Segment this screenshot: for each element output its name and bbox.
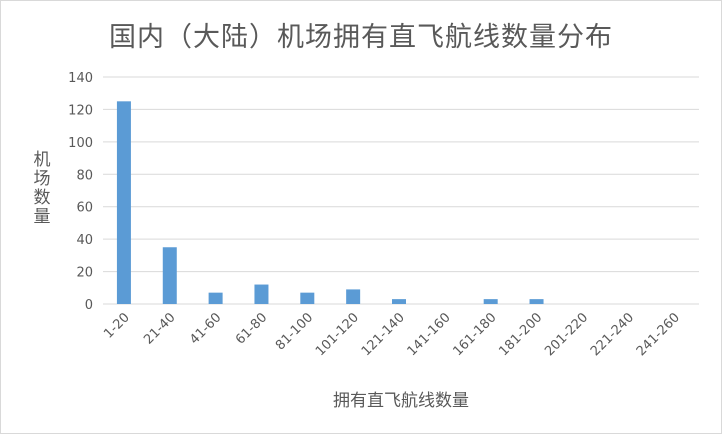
y-tick-label: 100 <box>68 136 93 151</box>
y-tick-label: 120 <box>68 103 93 118</box>
bar <box>254 284 269 304</box>
bar <box>162 247 177 304</box>
x-tick-label: 21-40 <box>141 310 178 347</box>
x-tick-label: 201-220 <box>542 310 591 359</box>
x-tick-label: 81-100 <box>273 310 316 353</box>
x-tick-label: 41-60 <box>187 310 224 347</box>
x-tick-label: 161-180 <box>450 310 499 359</box>
x-tick-label: 241-260 <box>634 310 683 359</box>
x-tick-label: 1-20 <box>101 310 132 341</box>
x-tick-label: 121-140 <box>359 310 408 359</box>
x-tick-label: 181-200 <box>496 310 545 359</box>
y-tick-label: 140 <box>68 71 93 86</box>
bar <box>300 292 315 304</box>
x-tick-label: 221-240 <box>588 310 637 359</box>
x-tick-label: 61-80 <box>233 310 270 347</box>
x-tick-label: 141-160 <box>405 310 454 359</box>
x-axis-label: 拥有直飞航线数量 <box>333 391 469 411</box>
y-tick-label: 20 <box>76 266 93 281</box>
bar <box>392 299 406 304</box>
x-tick-label: 101-120 <box>313 310 362 359</box>
bar <box>208 292 223 304</box>
y-tick-label: 0 <box>85 298 93 313</box>
chart-title: 国内（大陆）机场拥有直飞航线数量分布 <box>109 22 613 53</box>
bar <box>116 101 131 304</box>
y-tick-label: 60 <box>76 201 93 216</box>
y-tick-label: 40 <box>76 233 93 248</box>
bar <box>483 299 498 304</box>
y-axis-label: 机场数量 <box>33 150 51 227</box>
bar <box>529 299 544 304</box>
y-tick-label: 80 <box>76 168 93 183</box>
bar <box>346 289 361 304</box>
